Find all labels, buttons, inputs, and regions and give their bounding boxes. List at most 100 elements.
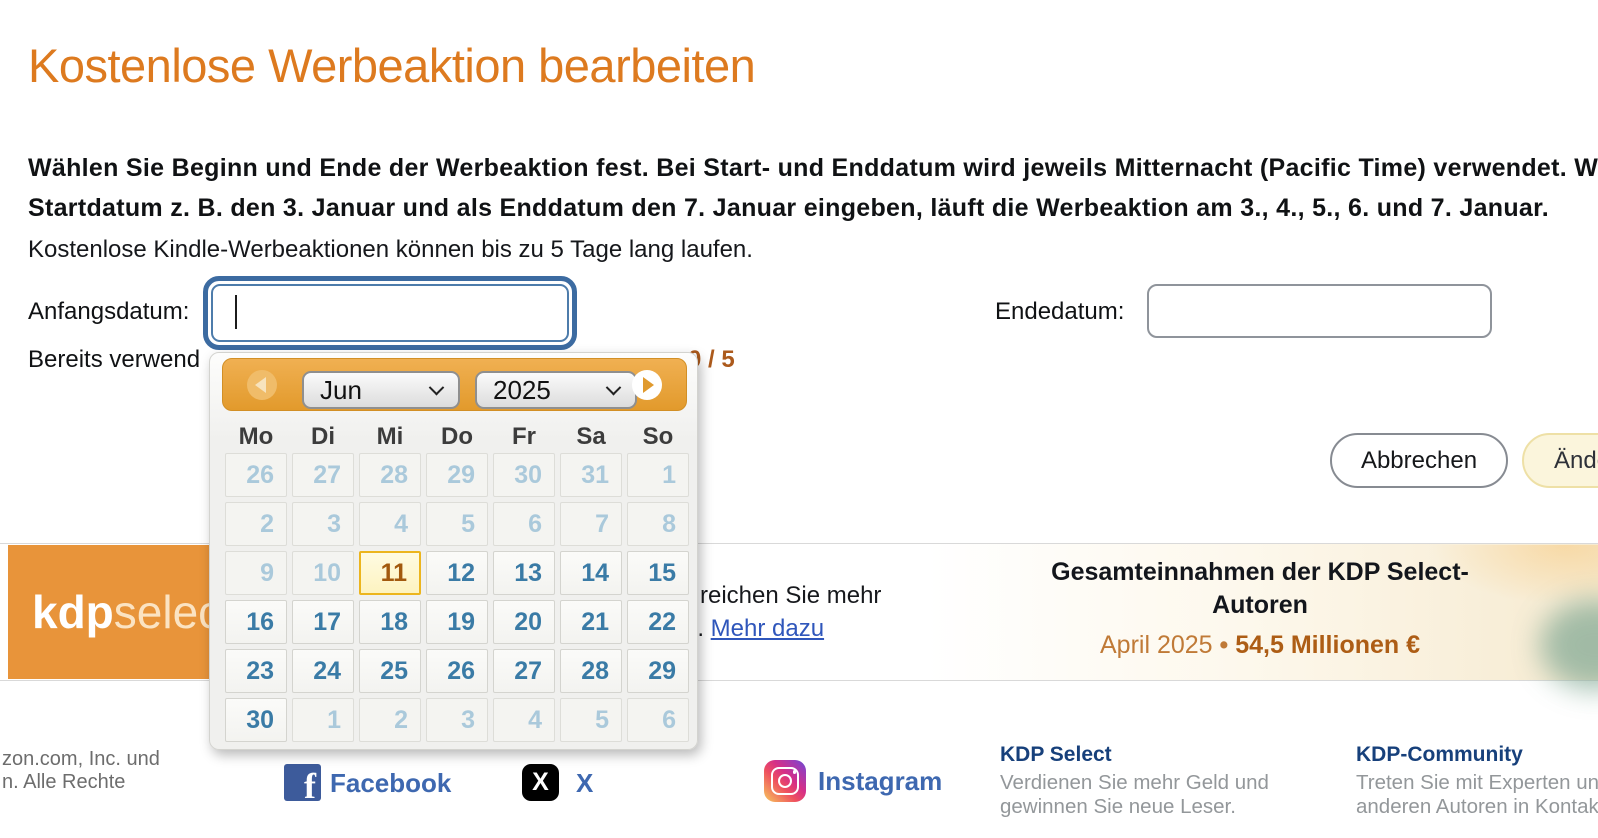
footer-kdp-community-link[interactable]: KDP-Community	[1356, 743, 1523, 766]
calendar-day: 28	[359, 453, 421, 497]
copyright-text: zon.com, Inc. und n. Alle Rechte	[2, 748, 160, 794]
kdp-logo-bold: kdp	[32, 586, 114, 638]
calendar-day: 3	[292, 502, 354, 546]
intro-paragraph: Wählen Sie Beginn und Ende der Werbeakti…	[28, 148, 1598, 228]
calendar-day: 6	[493, 502, 555, 546]
chevron-down-icon	[428, 379, 445, 395]
calendar-week-row: 9 10 11 12 13 14 15	[225, 551, 689, 595]
intro-line-2: Startdatum z. B. den 3. Januar und als E…	[28, 194, 1550, 222]
year-select-value: 2025	[493, 374, 551, 405]
calendar-day[interactable]: 12	[426, 551, 488, 595]
weekday-label: Di	[311, 423, 335, 450]
intro-note: Kostenlose Kindle-Werbeaktionen können b…	[28, 236, 753, 263]
calendar-week-row: 30 1 2 3 4 5 6	[225, 698, 689, 742]
calendar-week-row: 16 17 18 19 20 21 22	[225, 600, 689, 644]
date-picker-header: Jun 2025	[222, 358, 687, 411]
x-icon[interactable]: X	[522, 764, 559, 801]
calendar-day-today[interactable]: 11	[359, 551, 421, 595]
calendar-day[interactable]: 18	[359, 600, 421, 644]
calendar-day[interactable]: 29	[627, 649, 689, 693]
mehr-dazu-link[interactable]: Mehr dazu	[710, 615, 825, 642]
chevron-left-icon	[255, 377, 266, 393]
facebook-icon[interactable]: f	[284, 764, 321, 801]
banner-photo-glow	[1430, 545, 1598, 605]
calendar-day: 26	[225, 453, 287, 497]
facebook-link[interactable]: Facebook	[330, 768, 452, 798]
calendar-day: 7	[560, 502, 622, 546]
calendar-day: 5	[426, 502, 488, 546]
page-title: Kostenlose Werbeaktion bearbeiten	[28, 39, 756, 92]
footer-kdp-community-column: KDP-Community Treten Sie mit Experten un…	[1356, 743, 1598, 819]
calendar-week-row: 26 27 28 29 30 31 1	[225, 453, 689, 497]
text-caret	[235, 295, 237, 329]
earnings-title: Gesamteinnahmen der KDP Select-Autoren	[1051, 558, 1469, 619]
calendar-grid: 26 27 28 29 30 31 1 2 3 4 5 6 7 8 9 10 11 12 13 14 15 16 17 18 1…	[225, 453, 689, 742]
calendar-day: 3	[426, 698, 488, 742]
calendar-day[interactable]: 19	[426, 600, 488, 644]
copyright-line-1: zon.com, Inc. und	[2, 748, 160, 770]
prev-month-button[interactable]	[247, 370, 277, 400]
banner-tagline-line1: reichen Sie mehr	[700, 582, 882, 609]
calendar-day: 31	[560, 453, 622, 497]
weekday-label: So	[642, 423, 674, 450]
intro-line-1: Wählen Sie Beginn und Ende der Werbeakti…	[28, 154, 1598, 182]
end-date-label: Endedatum:	[995, 298, 1125, 325]
banner-tagline-line2: l. Mehr dazu	[692, 615, 824, 643]
calendar-day[interactable]: 16	[225, 600, 287, 644]
calendar-day: 29	[426, 453, 488, 497]
calendar-day[interactable]: 21	[560, 600, 622, 644]
footer-kdp-select-link[interactable]: KDP Select	[1000, 743, 1112, 766]
start-date-input[interactable]	[203, 276, 577, 350]
start-date-label: Anfangsdatum:	[28, 298, 190, 325]
instagram-icon[interactable]	[764, 760, 806, 802]
calendar-day[interactable]: 28	[560, 649, 622, 693]
date-picker-popup: Jun 2025 Mo Di Mi Do Fr Sa So 26 27 28 29 30 31 1 2 3 4…	[209, 352, 698, 750]
calendar-day[interactable]: 13	[493, 551, 555, 595]
year-select[interactable]: 2025	[475, 371, 637, 409]
footer-kdp-select-desc: Verdienen Sie mehr Geld und gewinnen Sie…	[1000, 771, 1269, 818]
calendar-day: 27	[292, 453, 354, 497]
weekday-label: Do	[441, 423, 473, 450]
x-link[interactable]: X	[576, 768, 594, 798]
calendar-day[interactable]: 27	[493, 649, 555, 693]
earnings-value: 54,5 Millionen €	[1235, 631, 1421, 659]
calendar-day[interactable]: 23	[225, 649, 287, 693]
instagram-link[interactable]: Instagram	[818, 766, 943, 796]
calendar-day: 1	[292, 698, 354, 742]
calendar-day: 9	[225, 551, 287, 595]
cancel-button[interactable]: Abbrechen	[1330, 433, 1508, 488]
calendar-day[interactable]: 17	[292, 600, 354, 644]
calendar-day[interactable]: 20	[493, 600, 555, 644]
next-month-button[interactable]	[632, 370, 662, 400]
calendar-day: 5	[560, 698, 622, 742]
calendar-day: 2	[225, 502, 287, 546]
calendar-day: 4	[359, 502, 421, 546]
footer-kdp-select-column: KDP Select Verdienen Sie mehr Geld und g…	[1000, 743, 1269, 819]
month-select-value: Jun	[320, 374, 362, 405]
chevron-right-icon	[643, 377, 654, 393]
calendar-day[interactable]: 30	[225, 698, 287, 742]
calendar-day[interactable]: 14	[560, 551, 622, 595]
submit-button[interactable]: Ändern	[1522, 433, 1598, 488]
kdp-logo-light: select	[113, 586, 213, 638]
calendar-week-row: 23 24 25 26 27 28 29	[225, 649, 689, 693]
month-select[interactable]: Jun	[302, 371, 460, 409]
copyright-line-2: n. Alle Rechte	[2, 771, 126, 793]
calendar-day[interactable]: 24	[292, 649, 354, 693]
calendar-day[interactable]: 22	[627, 600, 689, 644]
calendar-day[interactable]: 15	[627, 551, 689, 595]
calendar-day[interactable]: 25	[359, 649, 421, 693]
weekday-header-row: Mo Di Mi Do Fr Sa So	[225, 423, 689, 451]
calendar-day: 8	[627, 502, 689, 546]
calendar-day: 4	[493, 698, 555, 742]
weekday-label: Mi	[376, 423, 404, 450]
calendar-day: 2	[359, 698, 421, 742]
earnings-bullet: •	[1219, 631, 1229, 659]
calendar-day: 10	[292, 551, 354, 595]
kdp-select-logo: kdpselect	[8, 545, 213, 679]
calendar-day[interactable]: 26	[426, 649, 488, 693]
end-date-input[interactable]	[1147, 284, 1492, 338]
weekday-label: Fr	[512, 423, 536, 450]
used-days-text: Bereits verwend	[28, 346, 201, 373]
